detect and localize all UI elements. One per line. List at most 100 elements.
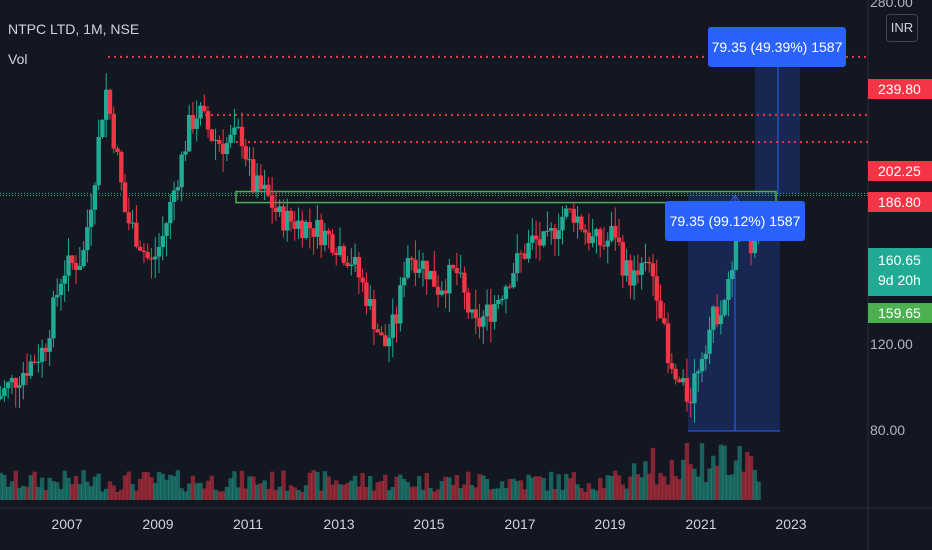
volume-legend[interactable]: Vol: [8, 51, 28, 67]
volume-bar: [262, 480, 267, 500]
candle-body: [62, 275, 67, 284]
volume-bar: [526, 474, 531, 500]
candle-body: [311, 228, 316, 237]
candle-body: [669, 363, 675, 369]
candle-body: [269, 195, 275, 208]
volume-bar: [601, 487, 607, 500]
candle-body: [179, 154, 184, 188]
volume-bar: [533, 476, 539, 500]
candle-body: [375, 329, 380, 333]
x-tick-2011: 2011: [232, 516, 264, 532]
volume-bar: [96, 473, 101, 500]
volume-bar: [473, 487, 478, 500]
candle-body: [171, 190, 177, 202]
candle-body: [190, 115, 196, 129]
candle-body: [153, 256, 158, 260]
candle-body: [447, 264, 452, 294]
candle-body: [556, 230, 561, 239]
candle-body: [579, 216, 584, 230]
candle-body: [496, 299, 501, 304]
candle-body: [398, 285, 403, 324]
volume-bar: [575, 484, 580, 500]
volume-bar: [126, 471, 132, 500]
currency-button[interactable]: INR: [886, 14, 918, 42]
volume-bar: [228, 478, 233, 500]
candle-body: [194, 118, 199, 129]
candle-body: [251, 159, 256, 191]
x-tick-2017: 2017: [504, 516, 536, 532]
price-tag-186: 186.80: [868, 192, 932, 212]
candle-body: [47, 338, 52, 352]
x-tick-2015: 2015: [413, 516, 445, 532]
volume-bar: [647, 473, 652, 500]
volume-bar: [119, 489, 124, 500]
volume-bar: [100, 491, 105, 500]
last-price-tag: 160.65 9d 20h: [868, 248, 932, 296]
candle-body: [341, 246, 346, 263]
y-tick-120: 120.00: [870, 336, 913, 352]
volume-bar: [111, 485, 116, 500]
volume-bar: [722, 445, 727, 500]
volume-bar: [443, 476, 448, 500]
measure-label-top: 79.35 (49.39%) 1587: [708, 27, 846, 67]
candle-body: [0, 396, 3, 399]
volume-bar: [104, 488, 109, 500]
volume-bar: [662, 476, 667, 500]
volume-bar: [466, 471, 471, 500]
volume-bar: [450, 484, 456, 500]
candle-body: [205, 111, 211, 130]
volume-bar: [530, 477, 535, 500]
volume-bar: [752, 469, 757, 500]
candle-body: [85, 227, 90, 251]
candle-body: [273, 207, 279, 212]
volume-bar: [36, 486, 41, 500]
candle-body: [530, 235, 535, 243]
volume-bar: [711, 455, 716, 500]
volume-bar: [266, 488, 271, 500]
volume-bar: [303, 485, 309, 500]
candle-body: [665, 323, 671, 364]
volume-bar: [364, 487, 369, 500]
candle-body: [643, 261, 648, 264]
candle-body: [232, 127, 237, 135]
candle-body: [58, 283, 64, 296]
candle-body: [484, 304, 490, 317]
symbol-title[interactable]: NTPC LTD, 1M, NSE: [8, 21, 140, 37]
volume-bar: [571, 472, 576, 500]
candle-body: [198, 105, 203, 119]
volume-bar: [729, 474, 735, 500]
candle-body: [235, 126, 241, 128]
volume-bar: [243, 488, 248, 500]
candle-body: [247, 159, 252, 161]
candle-body: [258, 175, 264, 190]
volume-bar: [235, 487, 241, 500]
volume-bar: [624, 488, 629, 500]
candle-body: [714, 306, 720, 325]
volume-bar: [582, 491, 588, 500]
volume-bar: [254, 484, 260, 500]
volume-bar: [186, 483, 192, 500]
volume-bar: [371, 490, 377, 500]
candle-body: [202, 105, 207, 112]
volume-bar: [616, 475, 622, 500]
volume-bar: [141, 472, 147, 500]
volume-bar: [696, 476, 701, 500]
volume-bar: [401, 479, 407, 500]
price-tag-159: 159.65: [868, 303, 932, 323]
candle-body: [390, 314, 395, 338]
candle-body: [605, 240, 610, 247]
candle-body: [326, 230, 331, 235]
candle-body: [432, 270, 437, 287]
volume-bar: [643, 461, 648, 500]
candle-body: [647, 261, 652, 264]
volume-bar: [394, 476, 399, 500]
candle-body: [594, 229, 599, 237]
candle-body: [511, 273, 516, 288]
volume-bar: [213, 489, 218, 500]
candle-body: [54, 295, 60, 298]
volume-bar: [285, 490, 290, 500]
volume-bar: [398, 474, 403, 500]
candle-body: [548, 227, 554, 231]
volume-bar: [258, 483, 264, 500]
